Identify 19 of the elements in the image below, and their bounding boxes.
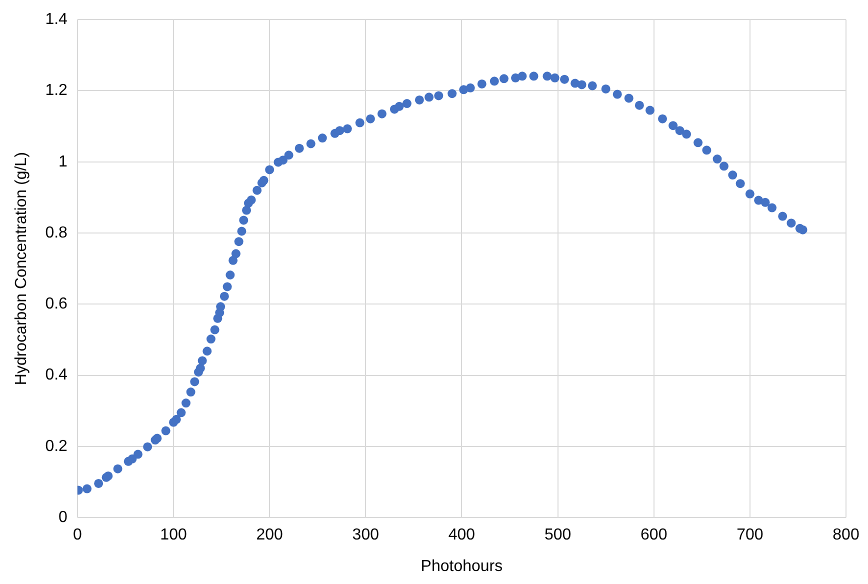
y-tick-label: 0.4 xyxy=(45,366,68,384)
x-tick-label: 600 xyxy=(640,526,668,544)
y-tick-label: 0.2 xyxy=(45,438,68,455)
x-tick-label: 400 xyxy=(448,526,476,544)
y-tick-label: 0.8 xyxy=(45,224,68,242)
y-tick-label: 1.4 xyxy=(45,11,68,28)
x-tick-label: 300 xyxy=(352,526,380,544)
x-tick-label: 200 xyxy=(256,526,284,544)
x-axis-title: Photohours xyxy=(420,558,503,575)
y-tick-label: 0.6 xyxy=(45,296,68,313)
x-tick-label: 100 xyxy=(160,526,187,544)
y-tick-label: 0 xyxy=(58,509,68,526)
y-tick-label: 1.2 xyxy=(45,82,68,100)
x-tick-label: 500 xyxy=(544,526,572,544)
x-tick-label: 800 xyxy=(832,526,860,544)
x-tick-label: 700 xyxy=(736,526,764,544)
y-tick-label: 1 xyxy=(58,153,68,170)
x-tick-label: 0 xyxy=(72,526,82,544)
y-axis-title: Hydrocarbon Concentration (g/L) xyxy=(13,152,30,386)
